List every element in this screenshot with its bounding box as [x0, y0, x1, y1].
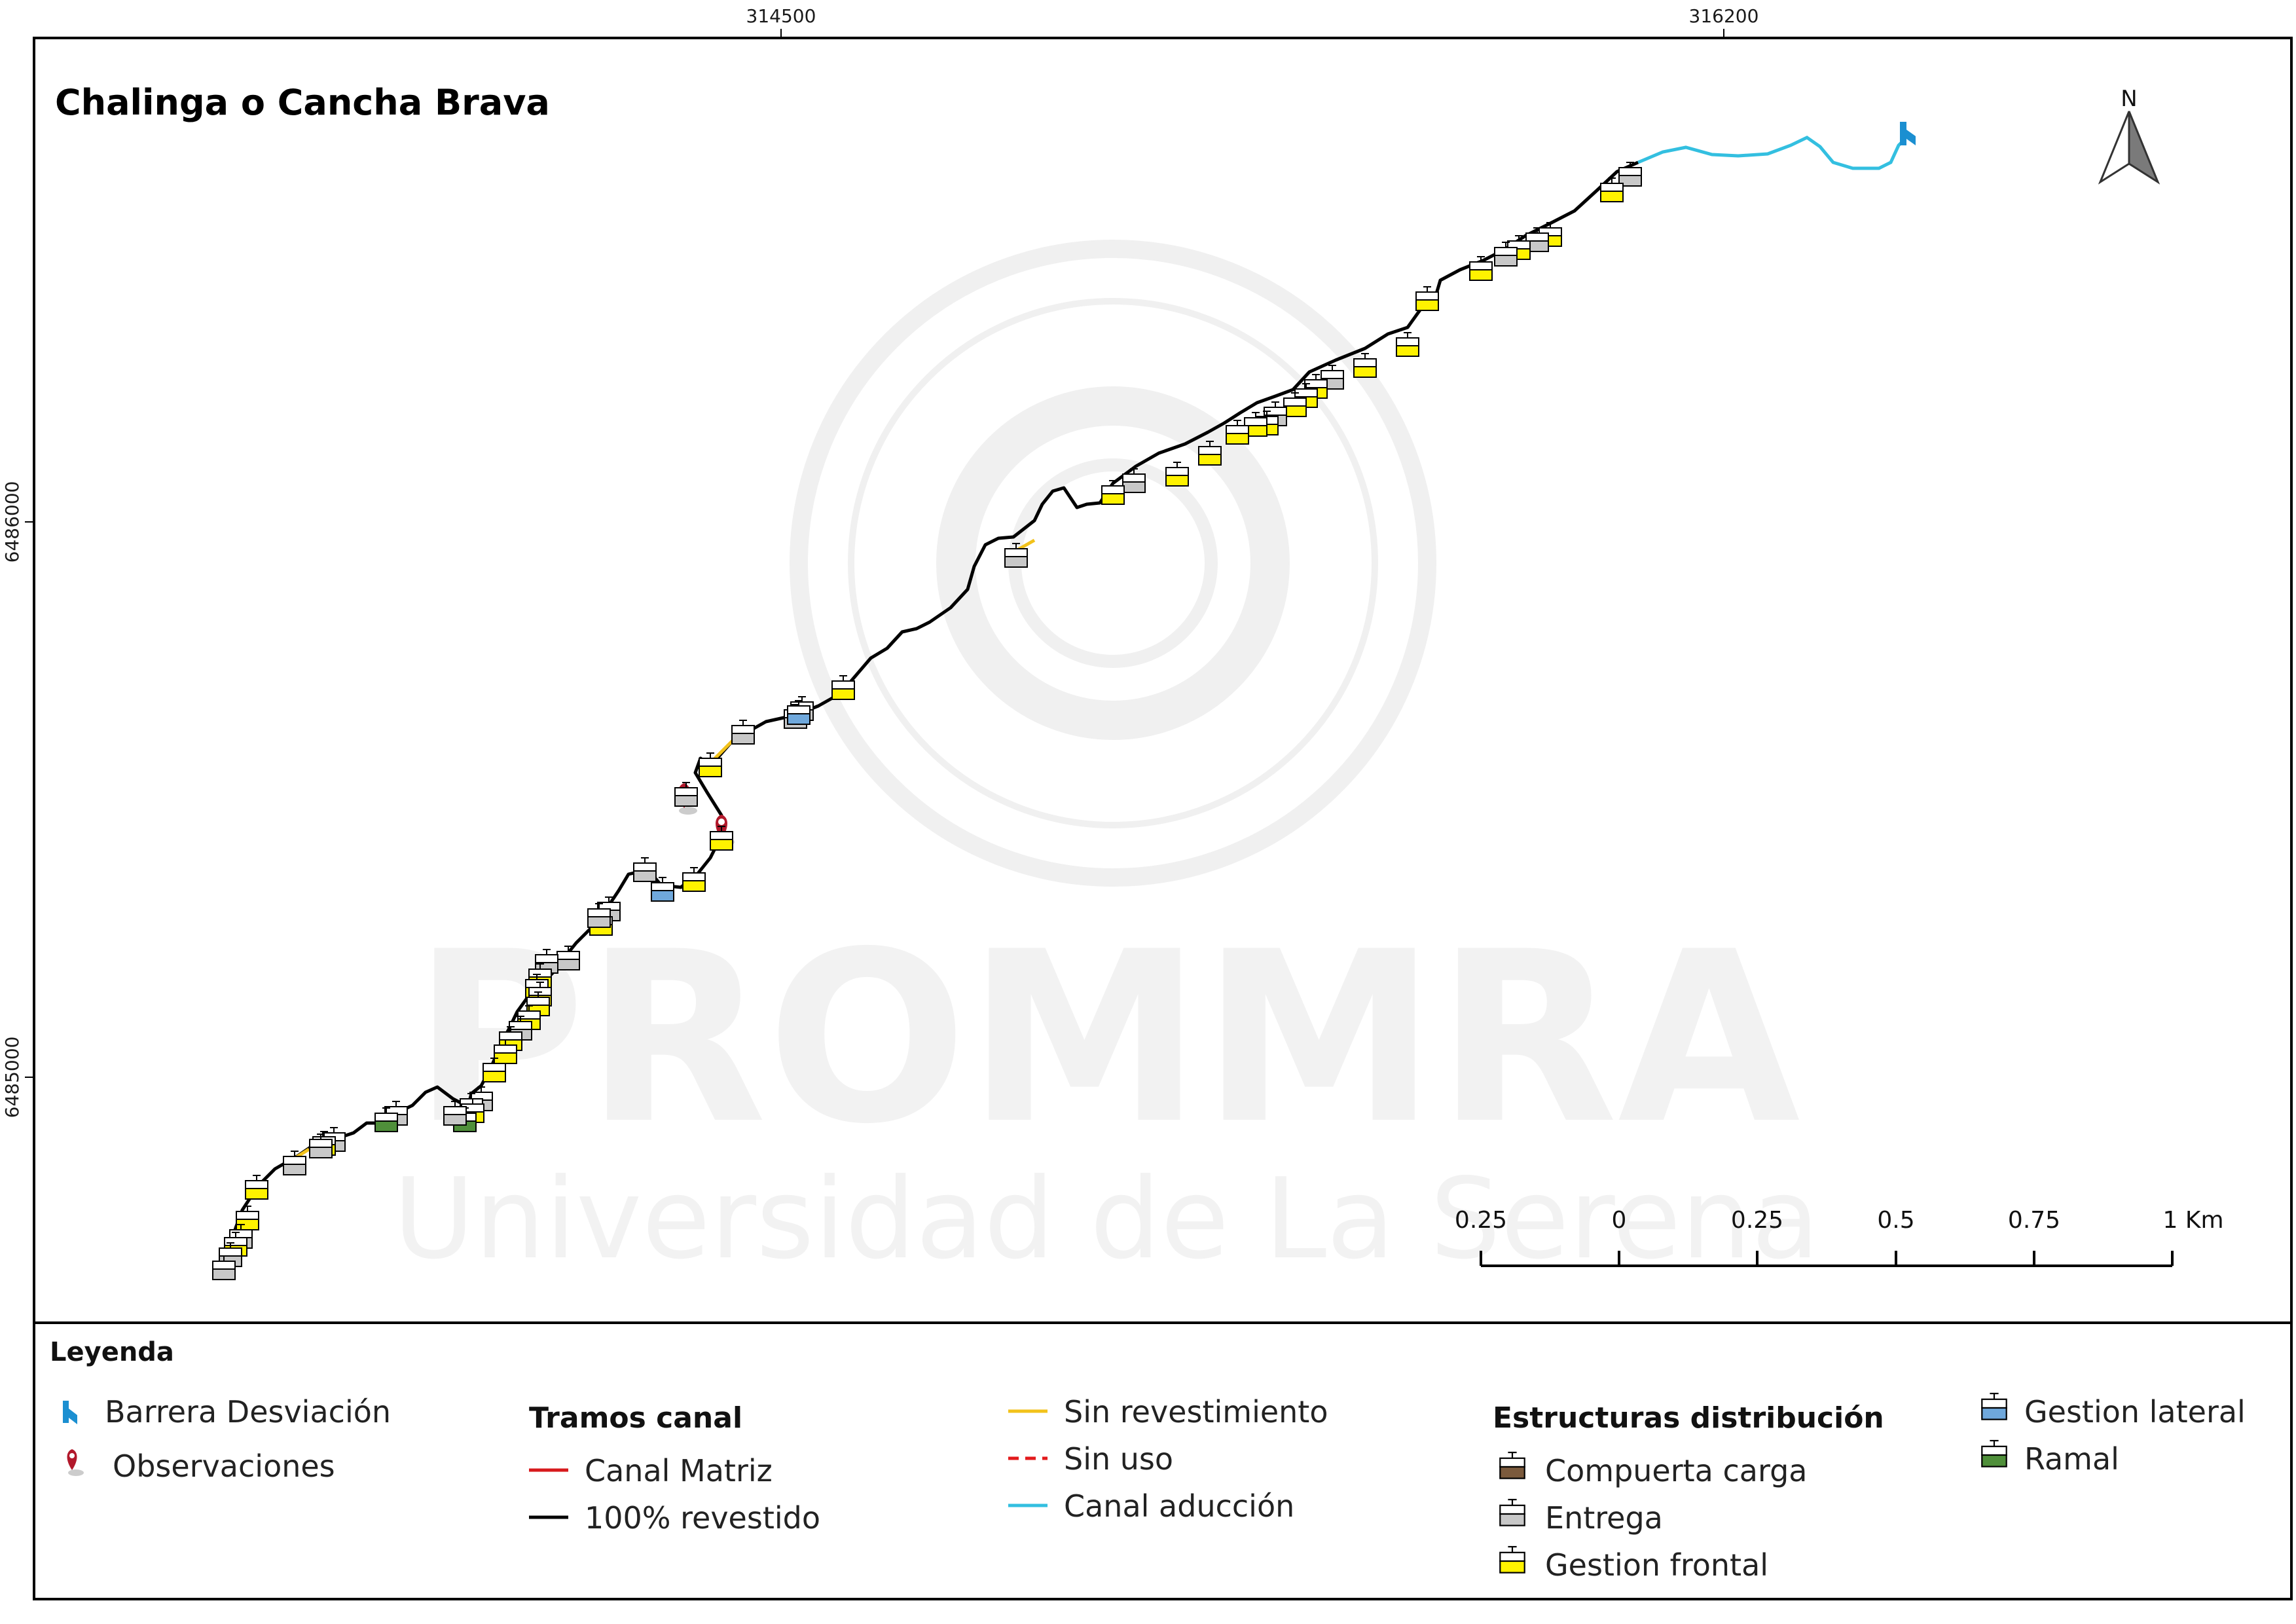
legend-compuerta-label: Compuerta carga [1545, 1453, 1807, 1488]
legend-estructuras-group [1499, 1451, 1525, 1574]
gestion-frontal-icon [1469, 256, 1493, 281]
scale-label: 0.75 [2008, 1207, 2060, 1234]
ramal-icon [1981, 1439, 2007, 1467]
gestion-frontal-icon [1244, 412, 1267, 437]
watermark-title: PROMMRA [412, 901, 1802, 1175]
entrega-icon [587, 903, 611, 928]
entrega-icon [1618, 162, 1642, 187]
legend-aduccion-label: Canal aducción [1064, 1488, 1294, 1524]
legend-entrega-label: Entrega [1545, 1500, 1663, 1536]
entrega-icon [1494, 242, 1518, 267]
gestion-frontal-icon [1499, 1545, 1525, 1574]
entrega-icon [535, 949, 558, 974]
legend-canal-matriz-label: Canal Matriz [585, 1453, 773, 1488]
gestion-frontal-icon [1198, 441, 1222, 466]
gestion-frontal-icon [699, 752, 722, 777]
entrega-icon [212, 1255, 236, 1280]
legend-gestion-frontal-label: Gestion frontal [1545, 1547, 1768, 1583]
x-tick-314500: 314500 [746, 5, 816, 27]
legend-sin-revestimiento-label: Sin revestimiento [1064, 1394, 1328, 1430]
north-arrow-icon [2098, 111, 2160, 185]
legend-observacion-label: Observaciones [113, 1449, 335, 1484]
entrega-icon [309, 1134, 333, 1158]
gestion-frontal-icon [1415, 286, 1439, 311]
gestion-frontal-icon [1396, 332, 1419, 357]
map-title: Chalinga o Cancha Brava [55, 82, 550, 123]
compuerta-carga-icon [1499, 1451, 1525, 1479]
entrega-icon [443, 1101, 467, 1126]
estructuras-layer [212, 162, 1642, 1280]
legend-estructuras-group-2 [1981, 1392, 2007, 1467]
scale-bar [1480, 1251, 2174, 1267]
scale-label: 0.25 [1731, 1207, 1783, 1234]
legend-sin-uso-label: Sin uso [1064, 1441, 1173, 1477]
gestion-frontal-icon [245, 1175, 268, 1200]
gestion-frontal-icon [1600, 177, 1624, 202]
entrega-icon [1499, 1498, 1525, 1526]
entrega-icon [1004, 543, 1028, 568]
gestion-lateral-icon [651, 877, 674, 902]
legend-frame [33, 1321, 2293, 1600]
legend-title: Leyenda [50, 1337, 174, 1367]
y-tick-6485000: 6485000 [1, 1037, 23, 1118]
scale-label: 0.5 [1877, 1207, 1914, 1234]
entrega-icon [633, 857, 657, 882]
coord-ticks [25, 29, 1724, 1078]
gestion-lateral-icon [787, 700, 811, 725]
gestion-frontal-icon [483, 1058, 506, 1082]
legend-observacion-icon [67, 1449, 84, 1476]
legend-estructuras-title: Estructuras distribución [1493, 1401, 1884, 1435]
legend-ramal-label: Ramal [2024, 1441, 2119, 1477]
gestion-frontal-icon [1226, 420, 1249, 445]
entrega-icon [674, 782, 698, 807]
scale-label: 0.25 [1455, 1207, 1507, 1234]
gestion-frontal-icon [831, 675, 855, 700]
legend-gestion-lateral-label: Gestion lateral [2024, 1394, 2246, 1430]
entrega-icon [731, 720, 755, 745]
watermark-seal-icon [790, 240, 1436, 887]
legend-barrera-label: Barrera Desviación [105, 1394, 391, 1430]
ramal-icon [374, 1107, 398, 1132]
scale-label: 1 Km [2162, 1207, 2223, 1234]
legend-revestido-label: 100% revestido [585, 1500, 820, 1536]
y-tick-6486000: 6486000 [1, 481, 23, 563]
legend-tramos-title: Tramos canal [529, 1401, 742, 1435]
gestion-frontal-icon [1101, 480, 1125, 505]
gestion-frontal-icon [1353, 353, 1377, 378]
watermark-subtitle: Universidad de La Serena [393, 1154, 1820, 1284]
gestion-frontal-icon [682, 867, 706, 892]
north-label: N [2121, 86, 2137, 112]
gestion-frontal-icon [1165, 462, 1189, 487]
scale-label: 0 [1612, 1207, 1627, 1234]
barrera-desviacion-icon [1900, 122, 1916, 145]
legend-barrera-icon [63, 1401, 77, 1424]
canal-aduccion-line [1637, 136, 1906, 170]
entrega-icon [283, 1151, 306, 1175]
gestion-lateral-icon [1981, 1392, 2007, 1420]
x-tick-316200: 316200 [1689, 5, 1759, 27]
gestion-frontal-icon [710, 826, 733, 851]
gestion-frontal-icon [236, 1206, 259, 1230]
